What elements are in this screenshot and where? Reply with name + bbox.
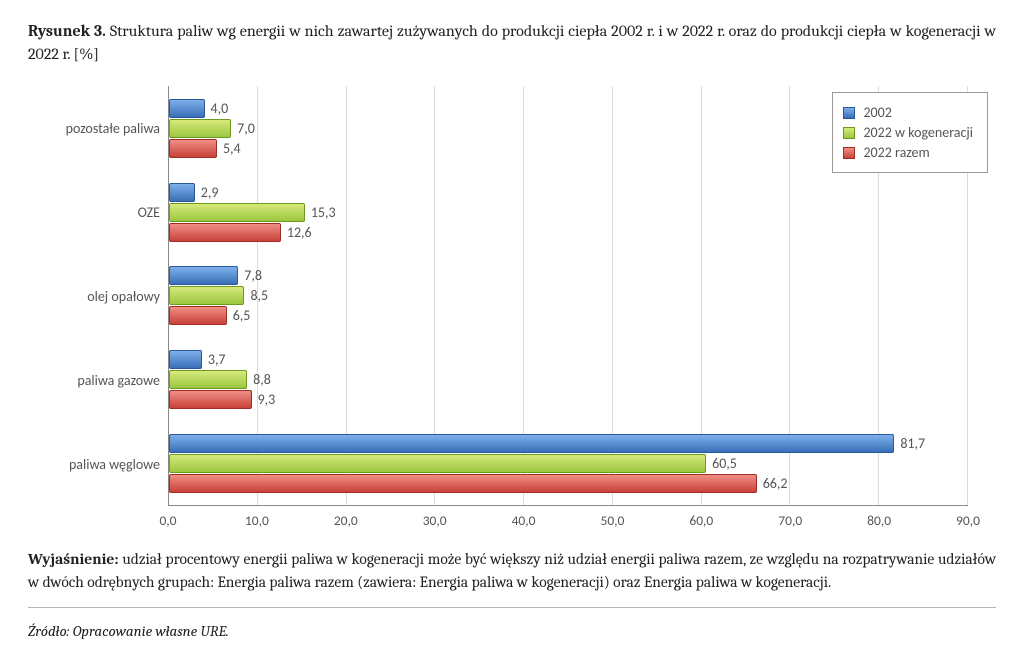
x-tick-label: 90,0: [956, 512, 980, 529]
legend-swatch: [843, 127, 855, 139]
bar-row: 7,8: [169, 266, 968, 285]
bar-group: 81,7 60,5 66,2: [169, 422, 968, 506]
bar-row: 66,2: [169, 474, 968, 493]
y-category-label: paliwa węglowe: [28, 422, 168, 506]
legend-label: 2002: [863, 104, 891, 121]
x-tick-label: 20,0: [334, 512, 358, 529]
bar: [169, 390, 252, 409]
bar: [169, 119, 231, 138]
bar: [169, 434, 894, 453]
legend-swatch: [843, 147, 855, 159]
figure-title: Rysunek 3. Struktura paliw wg energii w …: [28, 20, 996, 66]
bar-value-label: 15,3: [311, 204, 336, 221]
x-tick-label: 30,0: [423, 512, 447, 529]
bar-row: 81,7: [169, 434, 968, 453]
legend: 2002 2022 w kogeneracji 2022 razem: [832, 92, 988, 173]
bar-value-label: 8,5: [250, 287, 268, 304]
bar-row: 15,3: [169, 203, 968, 222]
bar: [169, 183, 195, 202]
separator: [28, 607, 996, 608]
bar: [169, 99, 205, 118]
y-category-label: olej opałowy: [28, 254, 168, 338]
legend-item: 2002: [843, 104, 973, 121]
figure-title-lead: Rysunek 3.: [28, 22, 106, 40]
bar: [169, 350, 202, 369]
legend-label: 2022 razem: [863, 144, 929, 161]
bar-value-label: 81,7: [900, 435, 925, 452]
y-category-label: OZE: [28, 170, 168, 254]
x-tick-label: 70,0: [778, 512, 802, 529]
x-tick-label: 10,0: [245, 512, 269, 529]
bar-value-label: 7,0: [237, 120, 255, 137]
bar-row: 12,6: [169, 223, 968, 242]
bar-value-label: 12,6: [287, 224, 312, 241]
y-category-label: paliwa gazowe: [28, 338, 168, 422]
explanation-lead: Wyjaśnienie:: [28, 550, 119, 568]
bar-value-label: 66,2: [763, 475, 788, 492]
bar-group: 3,7 8,8 9,3: [169, 338, 968, 422]
explanation-text: Wyjaśnienie: udział procentowy energii p…: [28, 548, 996, 593]
legend-item: 2022 razem: [843, 144, 973, 161]
x-tick-label: 40,0: [512, 512, 536, 529]
figure-title-rest: Struktura paliw wg energii w nich zawart…: [28, 22, 996, 63]
bar-row: 8,8: [169, 370, 968, 389]
bar-row: 6,5: [169, 306, 968, 325]
bar: [169, 454, 706, 473]
legend-label: 2022 w kogeneracji: [863, 124, 973, 141]
bar-value-label: 4,0: [211, 100, 229, 117]
x-tick-label: 60,0: [689, 512, 713, 529]
bar-value-label: 3,7: [208, 351, 226, 368]
legend-item: 2022 w kogeneracji: [843, 124, 973, 141]
bar: [169, 306, 227, 325]
bar: [169, 139, 217, 158]
bar: [169, 203, 305, 222]
x-tick-label: 50,0: [600, 512, 624, 529]
x-tick-label: 80,0: [867, 512, 891, 529]
bar-row: 60,5: [169, 454, 968, 473]
bar: [169, 370, 247, 389]
y-category-label: pozostałe paliwa: [28, 86, 168, 170]
y-axis-labels: pozostałe paliwaOZEolej opałowypaliwa ga…: [28, 86, 168, 506]
bar: [169, 286, 244, 305]
chart-container: pozostałe paliwaOZEolej opałowypaliwa ga…: [28, 86, 996, 530]
bar-value-label: 9,3: [258, 391, 276, 408]
bar-value-label: 6,5: [233, 307, 251, 324]
x-tick-label: 0,0: [159, 512, 176, 529]
bar-row: 2,9: [169, 183, 968, 202]
explanation-rest: udział procentowy energii paliwa w kogen…: [28, 550, 996, 590]
bar-value-label: 7,8: [244, 267, 262, 284]
bar: [169, 474, 757, 493]
bar-value-label: 2,9: [201, 184, 219, 201]
bar-row: 8,5: [169, 286, 968, 305]
bar-value-label: 5,4: [223, 140, 241, 157]
bar: [169, 266, 238, 285]
legend-swatch: [843, 107, 855, 119]
bar-group: 2,9 15,3 12,6: [169, 170, 968, 254]
bar-row: 3,7: [169, 350, 968, 369]
bar-value-label: 60,5: [712, 455, 737, 472]
bar-value-label: 8,8: [253, 371, 271, 388]
source-text: Źródło: Opracowanie własne URE.: [28, 622, 996, 640]
bar-group: 7,8 8,5 6,5: [169, 254, 968, 338]
x-axis: 0,010,020,030,040,050,060,070,080,090,0: [168, 512, 968, 530]
bar-row: 9,3: [169, 390, 968, 409]
bar: [169, 223, 281, 242]
